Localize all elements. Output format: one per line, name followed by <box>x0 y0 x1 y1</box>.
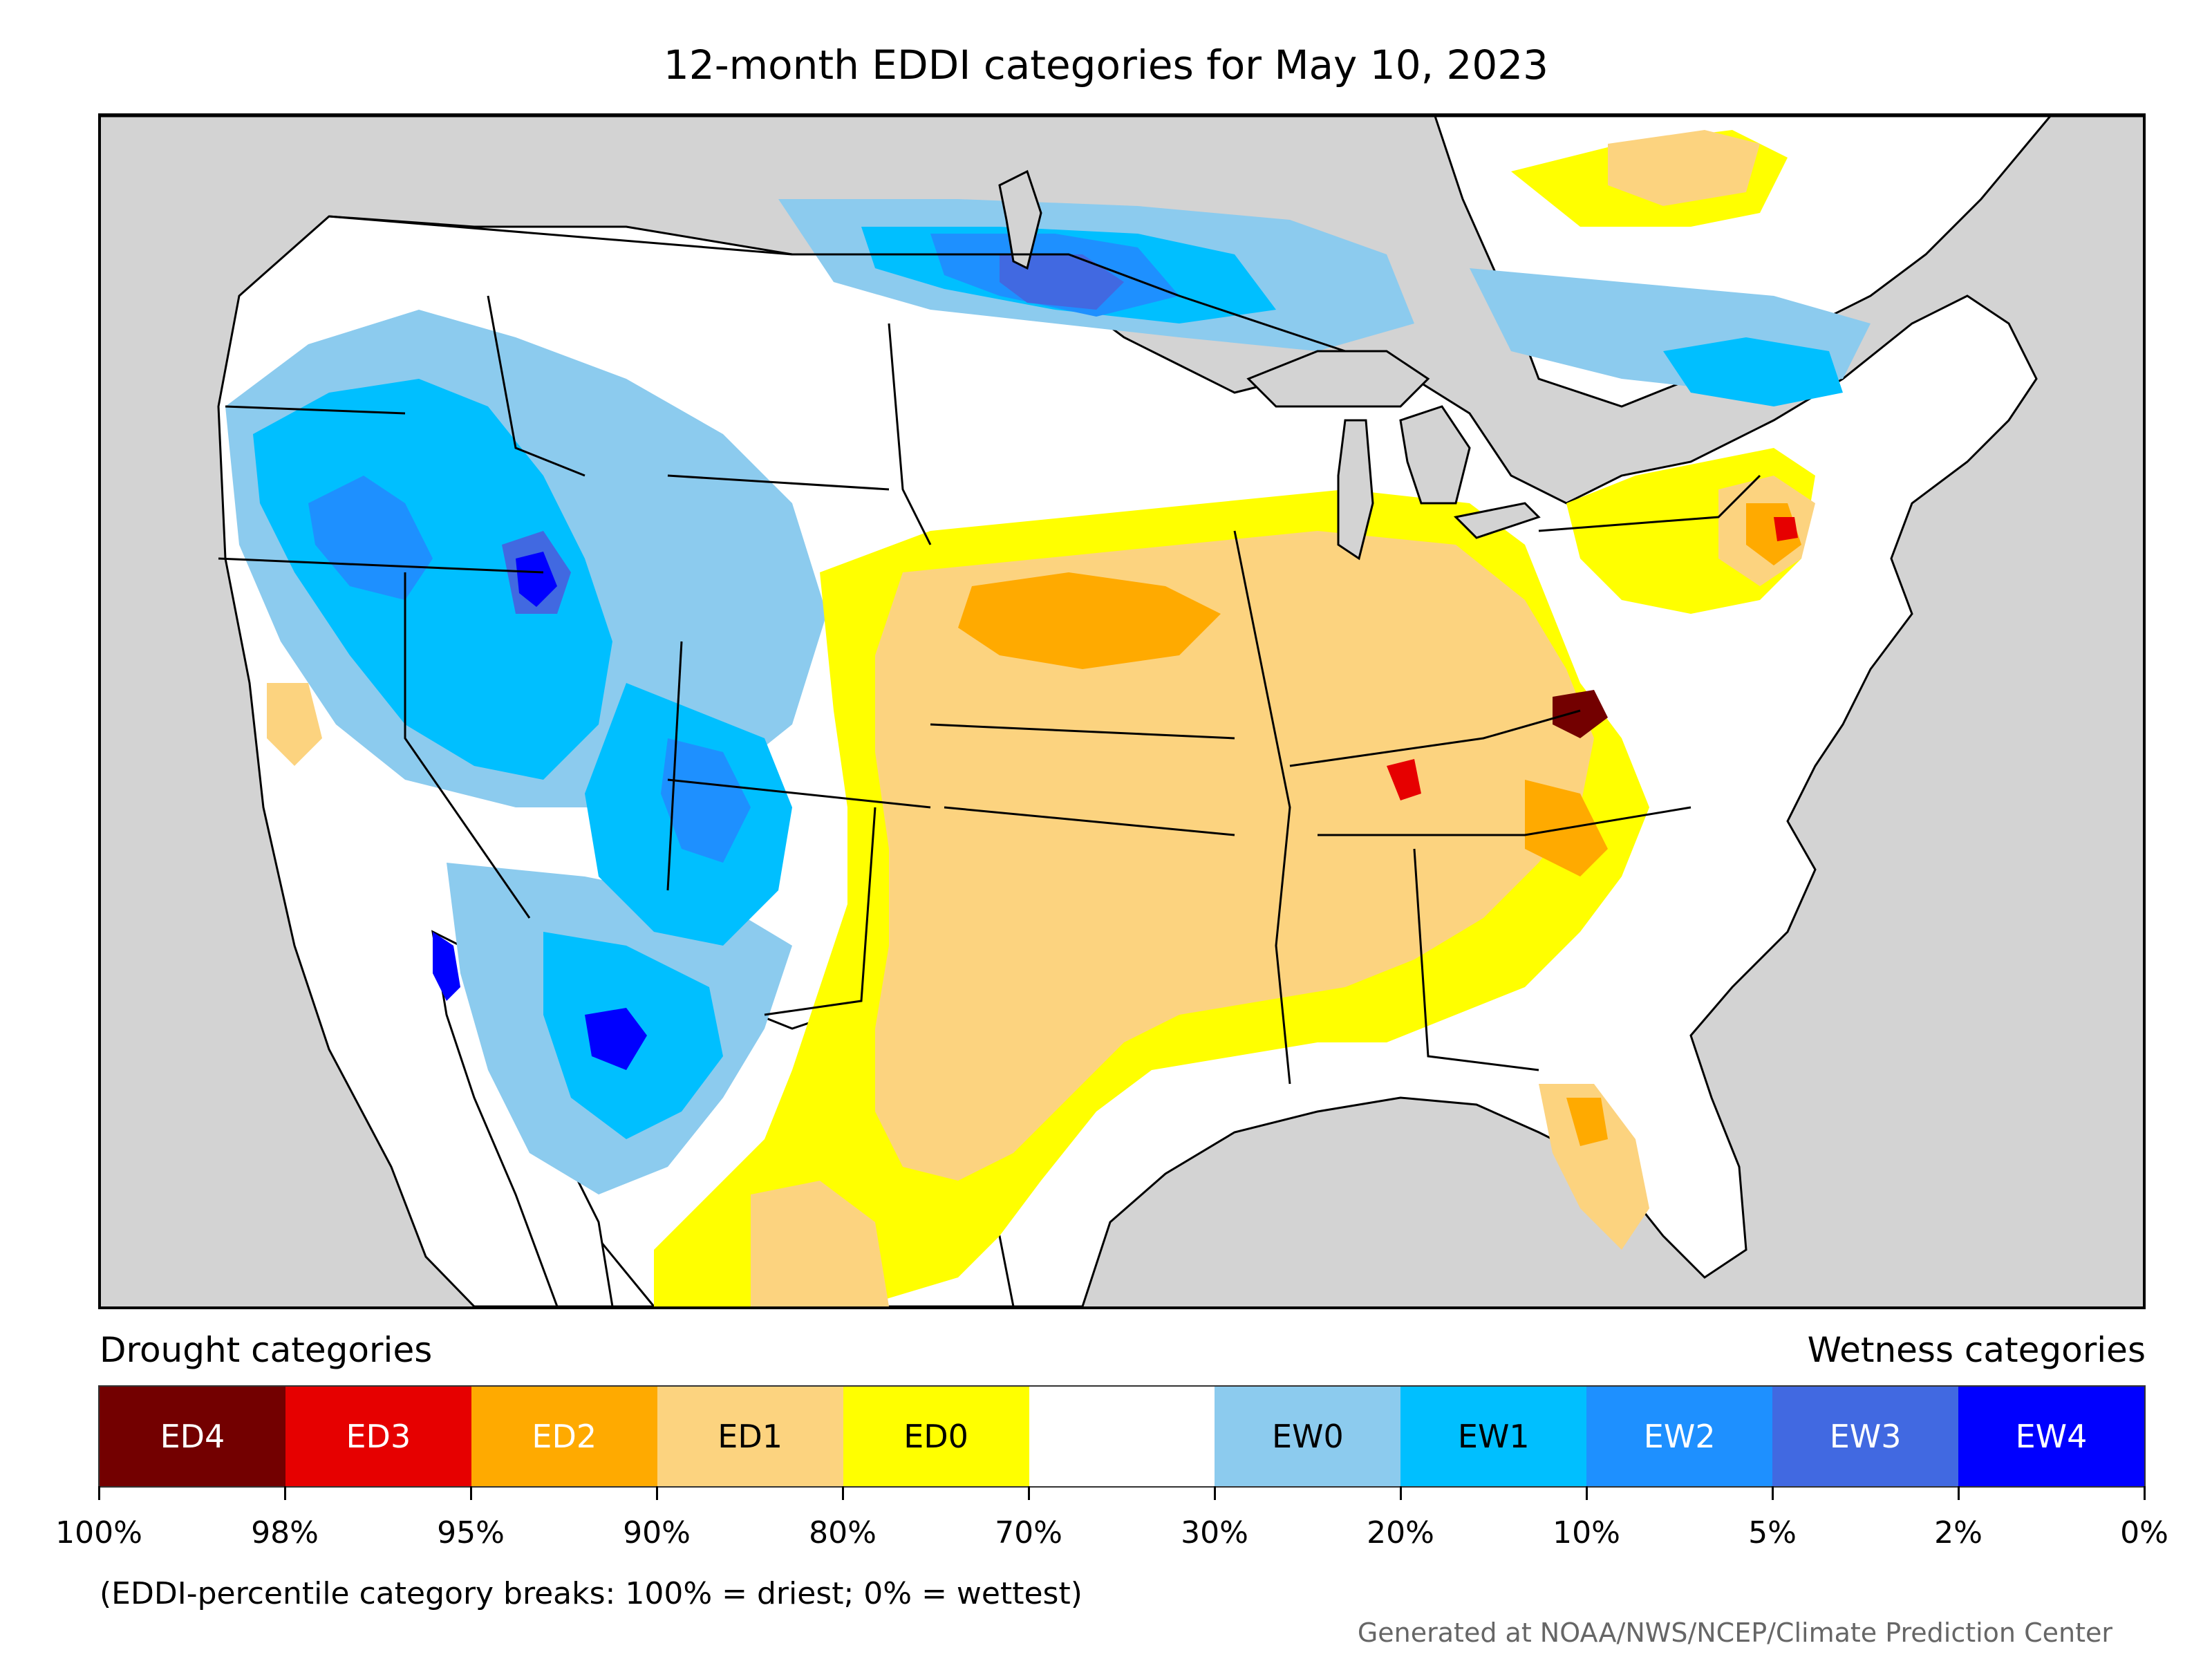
ew2-utah <box>661 738 751 863</box>
colorbar-tick-label: 5% <box>1748 1515 1797 1550</box>
lake-erie <box>1453 502 1541 539</box>
map-panel <box>98 113 2146 1309</box>
ed1-canada-east <box>1608 130 1760 206</box>
drought-categories-label: Drought categories <box>100 1330 433 1370</box>
percentile-note: (EDDI-percentile category breaks: 100% =… <box>100 1576 1082 1611</box>
colorbar-box-ew3: EW3 <box>1772 1387 1959 1486</box>
colorbar-tick-label: 100% <box>55 1515 142 1550</box>
colorbar: ED4 ED3 ED2 ED1 ED0 EW0 EW1 EW2 EW3 EW4 <box>98 1385 2146 1488</box>
colorbar-ticks <box>98 1486 2146 1500</box>
colorbar-tick-label: 30% <box>1181 1515 1248 1550</box>
colorbar-tick-label: 70% <box>995 1515 1062 1550</box>
border-ut-co <box>666 641 683 891</box>
ed1-florida <box>1539 1084 1649 1250</box>
lake-winnipeg <box>998 169 1042 270</box>
us-canada-border <box>328 215 1346 353</box>
ed3-massachusetts <box>1774 517 1798 541</box>
ew1-quebec <box>1663 337 1843 406</box>
colorbar-tick-label: 95% <box>437 1515 505 1550</box>
ed4-virginia <box>1553 690 1608 738</box>
colorbar-tick-label: 20% <box>1367 1515 1434 1550</box>
colorbar-tick-label: 2% <box>1934 1515 1983 1550</box>
colorbar-tick <box>1958 1486 1960 1500</box>
category-patches <box>225 130 1871 1306</box>
colorbar-tick <box>1772 1486 1774 1500</box>
colorbar-tick <box>98 1486 100 1500</box>
colorbar-box-ew2: EW2 <box>1586 1387 1773 1486</box>
colorbar-box-ew4: EW4 <box>1958 1387 2144 1486</box>
colorbar-tick-label: 80% <box>809 1515 877 1550</box>
great-lakes <box>998 169 1541 561</box>
colorbar-tick-label: 10% <box>1553 1515 1620 1550</box>
lake-huron <box>1399 405 1471 505</box>
ed2-florida <box>1566 1098 1608 1146</box>
eddi-map <box>101 116 2143 1306</box>
ed1-california <box>267 683 322 766</box>
ed3-kentucky <box>1387 759 1421 800</box>
colorbar-box-ew1: EW1 <box>1400 1387 1587 1486</box>
colorbar-box-ed0: ED0 <box>843 1387 1029 1486</box>
border-ohio <box>1289 709 1581 767</box>
colorbar-box-none <box>1029 1387 1215 1486</box>
colorbar-tick <box>1214 1486 1216 1500</box>
border-tx-nm <box>764 807 877 1016</box>
ed1-texas-south <box>751 1181 889 1306</box>
colorbar-tick-label: 0% <box>2120 1515 2168 1550</box>
border-id-mt <box>487 295 585 477</box>
border-tn-nc <box>1318 806 1691 836</box>
colorbar-box-ew0: EW0 <box>1215 1387 1401 1486</box>
ew2-northwest <box>308 476 433 600</box>
ew3-north-plains <box>1000 254 1124 310</box>
colorbar-box-ed4: ED4 <box>100 1387 285 1486</box>
colorbar-tick <box>284 1486 286 1500</box>
colorbar-tick-label: 98% <box>251 1515 319 1550</box>
colorbar-tick <box>470 1486 472 1500</box>
colorbar-tick <box>1028 1486 1030 1500</box>
ew4-arizona <box>585 1008 647 1070</box>
border-mississippi <box>1233 530 1291 1085</box>
border-ok-tx <box>944 806 1235 836</box>
ed2-nebraska-iowa <box>958 572 1221 669</box>
state-borders <box>218 215 1761 1085</box>
lake-michigan <box>1337 419 1374 561</box>
border-mt-wy <box>667 474 890 491</box>
credit-line: Generated at NOAA/NWS/NCEP/Climate Predi… <box>1357 1618 2112 1648</box>
colorbar-box-ed2: ED2 <box>471 1387 657 1486</box>
colorbar-tick <box>656 1486 658 1500</box>
ed1-central <box>875 531 1594 1181</box>
colorbar-box-ed3: ED3 <box>285 1387 471 1486</box>
ew4-california <box>433 932 460 1001</box>
border-co-nm <box>667 778 931 809</box>
map-title: 12-month EDDI categories for May 10, 202… <box>663 41 1549 88</box>
border-pa-ny <box>1538 474 1761 532</box>
border-wa-or <box>225 405 406 415</box>
colorbar-tick <box>1586 1486 1588 1500</box>
wetness-categories-label: Wetness categories <box>1807 1330 2146 1370</box>
border-ca-nv <box>404 572 531 919</box>
ew4-idaho <box>516 552 557 607</box>
border-or-ca-nv <box>218 557 544 574</box>
lake-superior <box>1246 350 1430 408</box>
border-nd-sd <box>888 323 932 545</box>
colorbar-tick <box>2144 1486 2146 1500</box>
border-al-ga <box>1413 848 1539 1071</box>
colorbar-tick <box>1400 1486 1402 1500</box>
ew1-northwest <box>253 379 612 780</box>
border-ks-ok <box>930 723 1235 740</box>
colorbar-box-ed1: ED1 <box>657 1387 843 1486</box>
colorbar-tick-label: 90% <box>623 1515 691 1550</box>
colorbar-tick <box>842 1486 844 1500</box>
